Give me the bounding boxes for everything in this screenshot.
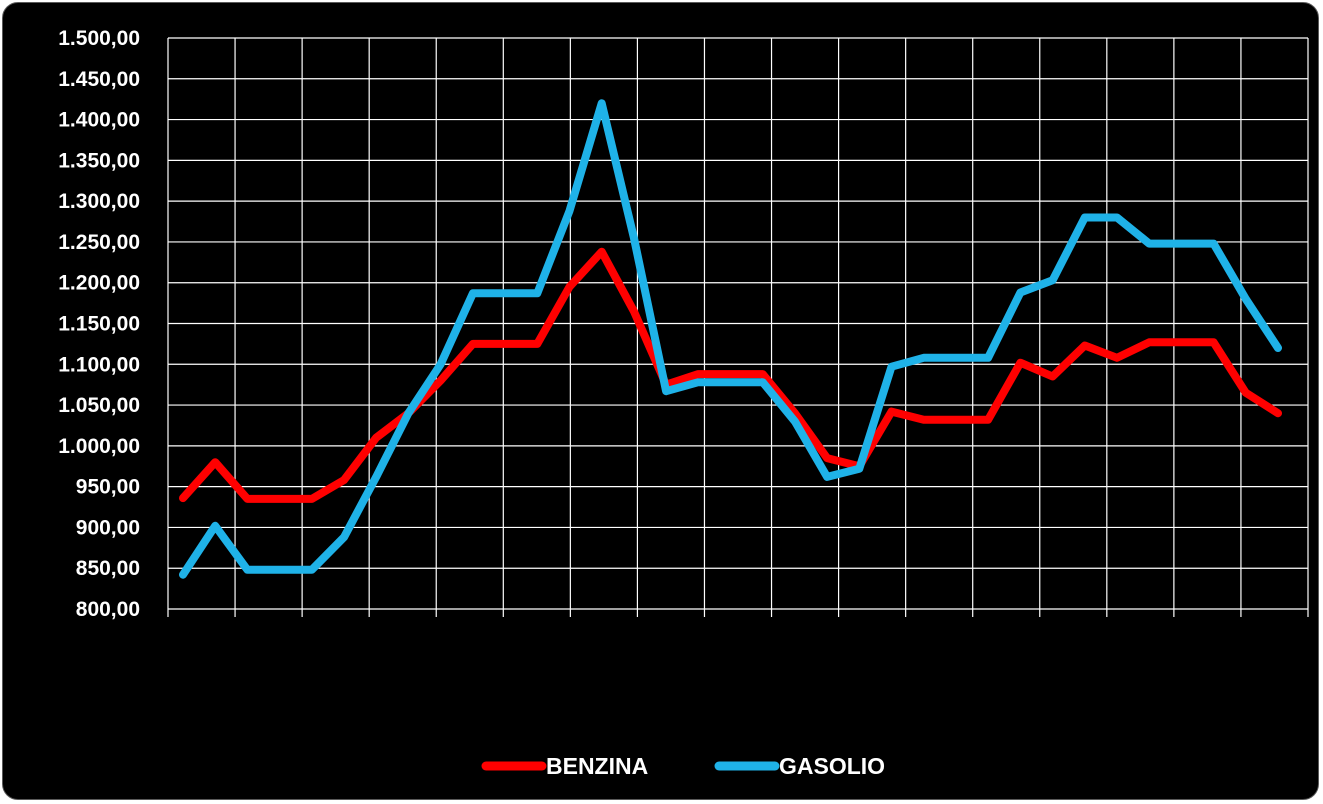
line-chart: 800,00 850,00 900,00 950,00 1.000,00 1.050,00… bbox=[58, 27, 1309, 779]
y-tick-label: 950,00 bbox=[76, 476, 140, 499]
series-lines bbox=[179, 99, 1282, 579]
y-tick-label: 1.300,00 bbox=[58, 190, 140, 213]
y-tick-label: 1.250,00 bbox=[58, 231, 140, 254]
y-axis-ticks: 800,00 850,00 900,00 950,00 1.000,00 1.050,00… bbox=[58, 27, 140, 621]
y-tick-label: 900,00 bbox=[76, 516, 140, 539]
legend-label: BENZINA bbox=[546, 753, 648, 779]
series-line-benzina bbox=[179, 247, 1282, 503]
y-tick-label: 800,00 bbox=[76, 598, 140, 621]
series-line-gasolio bbox=[179, 99, 1282, 579]
y-tick-label: 1.000,00 bbox=[58, 435, 140, 458]
y-tick-label: 1.050,00 bbox=[58, 394, 140, 417]
y-tick-label: 1.100,00 bbox=[58, 353, 140, 376]
y-tick-label: 850,00 bbox=[76, 557, 140, 580]
legend-item-gasolio: GASOLIO bbox=[714, 753, 885, 779]
legend-label: GASOLIO bbox=[779, 753, 885, 779]
y-tick-label: 1.350,00 bbox=[58, 149, 140, 172]
y-tick-label: 1.450,00 bbox=[58, 68, 140, 91]
legend-item-benzina: BENZINA bbox=[481, 753, 648, 779]
y-tick-label: 1.200,00 bbox=[58, 272, 140, 295]
y-tick-label: 1.150,00 bbox=[58, 313, 140, 336]
grid bbox=[167, 37, 1309, 617]
legend: BENZINA GASOLIO bbox=[481, 753, 885, 779]
y-tick-label: 1.400,00 bbox=[58, 109, 140, 132]
y-tick-label: 1.500,00 bbox=[58, 27, 140, 50]
